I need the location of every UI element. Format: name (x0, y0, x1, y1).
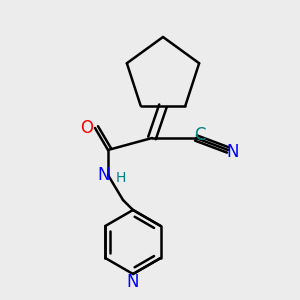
Text: C: C (194, 126, 206, 144)
Text: N: N (127, 273, 139, 291)
Text: N: N (98, 166, 110, 184)
Text: O: O (80, 119, 94, 137)
Text: N: N (227, 143, 239, 161)
Text: H: H (116, 171, 126, 185)
